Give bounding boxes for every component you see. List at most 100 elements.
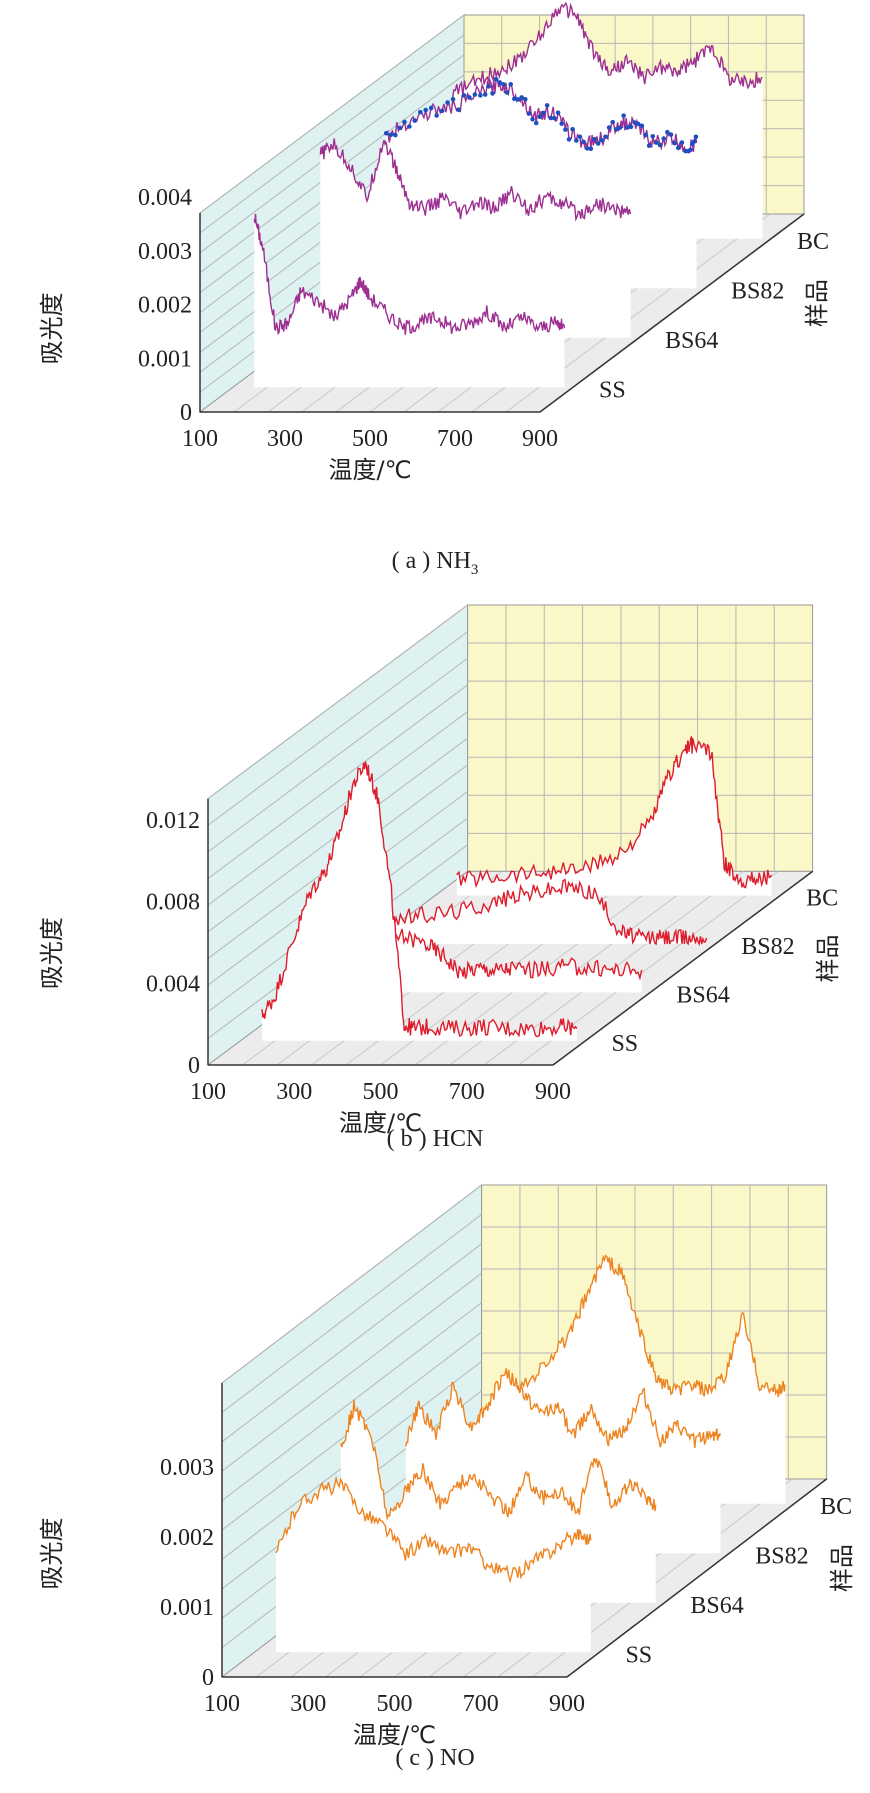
category-label-ss: SS (599, 377, 626, 403)
series-marker-bs82 (570, 126, 575, 132)
series-marker-bs82 (603, 134, 608, 140)
series-marker-bs82 (639, 123, 645, 129)
ribbon-fill-bs64 (326, 929, 642, 993)
category-label-bs64: BS64 (690, 1593, 743, 1619)
series-marker-bs82 (577, 134, 583, 140)
series-marker-bs82 (397, 125, 403, 131)
x-tick-label: 700 (437, 426, 473, 452)
series-marker-bs82 (461, 93, 467, 98)
series-marker-bs82 (450, 96, 456, 102)
x-tick-label: 300 (276, 1079, 312, 1105)
category-label-bs82: BS82 (741, 934, 794, 960)
series-line-bs82 (385, 78, 698, 154)
series-marker-bs82 (635, 121, 641, 127)
category-label-bc: BC (806, 886, 838, 912)
series-marker-bs82 (614, 126, 619, 132)
y-tick-label: 0 (188, 1053, 200, 1079)
y-tick-label: 0.003 (160, 1455, 214, 1481)
series-marker-bs82 (402, 119, 407, 125)
category-label-bc: BC (797, 229, 829, 255)
category-label-bs82: BS82 (755, 1543, 808, 1569)
y-tick-label: 0.004 (138, 185, 192, 211)
series-marker-bs82 (573, 138, 579, 143)
series-marker-bs82 (665, 129, 670, 135)
left-grid-line (221, 1272, 482, 1472)
x-tick-label: 500 (377, 1691, 413, 1717)
y-tick-label: 0.001 (160, 1595, 214, 1621)
series-marker-bs82 (541, 110, 546, 116)
left-grid-line (207, 684, 468, 879)
left-grid-line (221, 1302, 482, 1501)
series-marker-bs82 (559, 121, 565, 126)
x-tick-label: 300 (267, 426, 303, 452)
depth-axis (539, 213, 805, 413)
x-tick-label: 900 (522, 426, 558, 452)
series-marker-bs82 (672, 140, 677, 146)
chart-hcn-svg: 100 300 500 700 900 0 0.004 0.008 0.012 SS BS64 BS8… (38, 604, 842, 1137)
series-marker-bs82 (621, 113, 626, 118)
x-axis-title: 温度/℃ (328, 456, 411, 484)
series-marker-bs82 (643, 132, 648, 138)
series-marker-bs82 (497, 80, 503, 85)
series-marker-bs82 (646, 143, 652, 148)
depth-axis-title: 样品 (828, 1544, 856, 1592)
series-marker-bs82 (478, 93, 483, 98)
x-tick-label: 300 (290, 1691, 326, 1717)
x-tick-label: 100 (204, 1691, 240, 1717)
series-marker-bs82 (584, 146, 590, 151)
series-line-bs64 (340, 1399, 657, 1521)
series-marker-bs82 (456, 107, 461, 113)
series-marker-bs82 (428, 105, 434, 111)
caption-nh3-text: ( a ) NH (391, 548, 471, 574)
series-line-bc (470, 1254, 786, 1434)
left-grid-line (221, 1184, 482, 1384)
series-marker-bs82 (501, 82, 506, 87)
series-marker-bs82 (661, 136, 667, 141)
x-tick-label: 500 (352, 426, 388, 452)
caption-hcn: ( b ) HCN (0, 1126, 870, 1153)
series-marker-bs82 (668, 132, 674, 137)
left-grid-line (199, 14, 465, 214)
series-marker-bs82 (544, 103, 550, 108)
series-marker-bs82 (467, 95, 472, 100)
category-label-bs64: BS64 (665, 328, 718, 354)
x-tick-label: 100 (182, 426, 218, 452)
series-marker-bs82 (679, 140, 685, 145)
series-marker-bs82 (617, 125, 623, 130)
series-marker-bs82 (693, 134, 699, 140)
category-label-bs82: BS82 (731, 278, 784, 304)
series-marker-bs82 (530, 116, 535, 122)
series-marker-bs82 (490, 91, 495, 96)
series-marker-bs82 (555, 110, 561, 116)
depth-axis-title: 样品 (803, 279, 831, 327)
x-tick-label: 900 (535, 1079, 571, 1105)
series-marker-bs82 (412, 118, 418, 123)
ribbon-fill-ss (276, 1478, 591, 1653)
series-marker-bs82 (533, 120, 539, 126)
series-line-bc (456, 735, 773, 889)
series-marker-bs82 (526, 111, 532, 116)
chart-no-svg: 100 300 500 700 900 0 0.001 0.002 0.003 SS BS64 BS8… (38, 1183, 856, 1749)
x-tick-label: 500 (363, 1079, 399, 1105)
series-marker-bs82 (592, 136, 597, 142)
y-tick-label: 0.002 (160, 1525, 214, 1551)
series-marker-bs82 (434, 113, 439, 118)
caption-no-text: ( c ) NO (395, 1745, 475, 1771)
series-marker-bs82 (522, 96, 528, 102)
category-label-bs64: BS64 (676, 982, 729, 1008)
x-tick-label: 700 (449, 1079, 485, 1105)
ribbon-fill-bc (456, 737, 772, 896)
caption-hcn-text: ( b ) HCN (386, 1126, 484, 1152)
series-marker-bs82 (383, 130, 389, 136)
series-marker-bs82 (691, 139, 697, 144)
series-marker-bs82 (654, 140, 659, 145)
series-line-bs64 (319, 138, 632, 222)
chart-nh3: 100 300 500 700 900 0 0.001 0.002 0.003 0.004 SS BS… (0, 0, 870, 590)
series-marker-bs82 (563, 127, 568, 132)
series-line-bs82 (405, 1368, 721, 1448)
chart-hcn: 100 300 500 700 900 0 0.004 0.008 0.012 SS BS64 BS8… (0, 590, 870, 1180)
series-line-bc (451, 1, 763, 101)
left-grid-line (207, 631, 468, 826)
series-marker-bs82 (423, 107, 429, 113)
left-grid-line (207, 711, 468, 906)
